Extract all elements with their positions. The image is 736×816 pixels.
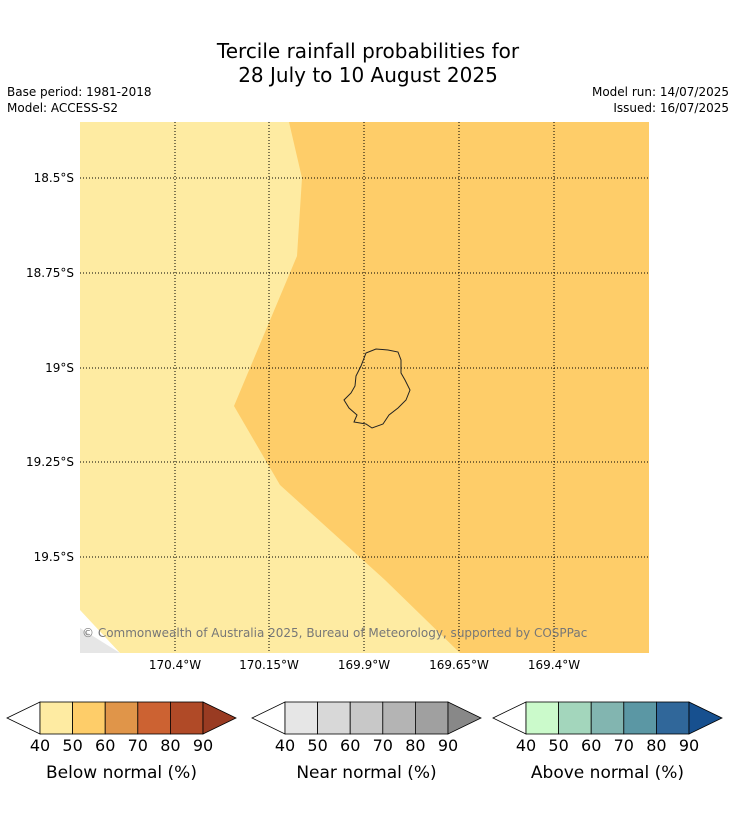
chart-title-line1: Tercile rainfall probabilities for <box>216 39 520 63</box>
colorbar-tick-label: 50 <box>548 736 568 755</box>
colorbar-under-triangle <box>6 701 41 735</box>
colorbar-tick-label: 70 <box>128 736 148 755</box>
colorbar-tick-label: 80 <box>405 736 425 755</box>
colorbar-segment <box>137 701 171 735</box>
colorbar-segment <box>72 701 106 735</box>
colorbar-over-triangle <box>688 701 723 735</box>
colorbar-segment <box>558 701 592 735</box>
colorbar-over-triangle <box>202 701 237 735</box>
colorbar-tick-label: 80 <box>646 736 666 755</box>
lon-label: 169.65°W <box>429 658 489 672</box>
lat-label: 19.5°S <box>34 550 74 564</box>
gridlines <box>80 122 649 653</box>
colorbar-tick-label: 70 <box>614 736 634 755</box>
colorbar-label: Above normal (%) <box>531 763 684 783</box>
colorbar-tick-label: 50 <box>307 736 327 755</box>
colorbar-tick-label: 40 <box>30 736 50 755</box>
lat-label: 18.5°S <box>34 171 74 185</box>
colorbar-tick-label: 70 <box>373 736 393 755</box>
colorbar-tick-label: 40 <box>516 736 536 755</box>
colorbar-label: Below normal (%) <box>46 763 197 783</box>
lat-label: 18.75°S <box>26 266 74 280</box>
colorbar-under-triangle <box>492 701 527 735</box>
colorbar-tick-label: 50 <box>62 736 82 755</box>
colorbar-segment <box>317 701 351 735</box>
colorbar-over-triangle <box>447 701 482 735</box>
colorbar-segment <box>284 701 318 735</box>
colorbar-tick-label: 80 <box>160 736 180 755</box>
lat-label: 19.25°S <box>26 455 74 469</box>
map-area <box>80 122 649 653</box>
legend-0: 40 50 60 70 80 90 Below normal (%) <box>6 701 237 783</box>
colorbar-tick-label: 90 <box>193 736 213 755</box>
colorbar-segment <box>623 701 657 735</box>
colorbar-tick-label: 90 <box>679 736 699 755</box>
issued-label: Issued: 16/07/2025 <box>613 101 729 115</box>
near-normal-40-50-region <box>80 628 120 653</box>
legend-2: 40 50 60 70 80 90 Above normal (%) <box>492 701 723 783</box>
longitude-labels: 170.4°W 170.15°W 169.9°W 169.65°W 169.4°… <box>149 658 580 672</box>
model-label: Model: ACCESS-S2 <box>7 101 119 115</box>
colorbar-segment <box>590 701 625 735</box>
colorbar-segment <box>414 701 449 735</box>
copyright-notice: © Commonwealth of Australia 2025, Bureau… <box>82 626 587 640</box>
colorbar-tick-label: 60 <box>95 736 115 755</box>
colorbar-segment <box>525 701 559 735</box>
colorbar-tick-label: 60 <box>340 736 360 755</box>
island-coastline <box>343 348 411 429</box>
colorbar-segment <box>169 701 204 735</box>
lat-label: 19°S <box>45 361 74 375</box>
colorbar-segment <box>656 701 690 735</box>
colorbar-tick-label: 60 <box>581 736 601 755</box>
chart-title-line2: 28 July to 10 August 2025 <box>238 63 498 87</box>
lon-label: 169.4°W <box>528 658 580 672</box>
latitude-labels: 18.5°S 18.75°S 19°S 19.25°S 19.5°S <box>26 171 74 564</box>
legends: 40 50 60 70 80 90 Below normal (%) 40 50 60 70 80 90… <box>6 701 723 783</box>
colorbar-label: Near normal (%) <box>296 763 436 783</box>
base-period-label: Base period: 1981-2018 <box>7 85 152 99</box>
model-run-label: Model run: 14/07/2025 <box>591 85 729 99</box>
lon-label: 170.15°W <box>239 658 299 672</box>
lon-label: 170.4°W <box>149 658 201 672</box>
colorbar-under-triangle <box>251 701 286 735</box>
colorbar-segment <box>104 701 139 735</box>
colorbar-segment <box>382 701 416 735</box>
colorbar-segment <box>39 701 73 735</box>
colorbar-segment <box>349 701 384 735</box>
lon-label: 169.9°W <box>338 658 390 672</box>
colorbar-tick-label: 40 <box>275 736 295 755</box>
colorbar-tick-label: 90 <box>438 736 458 755</box>
below-normal-50-60-region <box>234 122 649 653</box>
